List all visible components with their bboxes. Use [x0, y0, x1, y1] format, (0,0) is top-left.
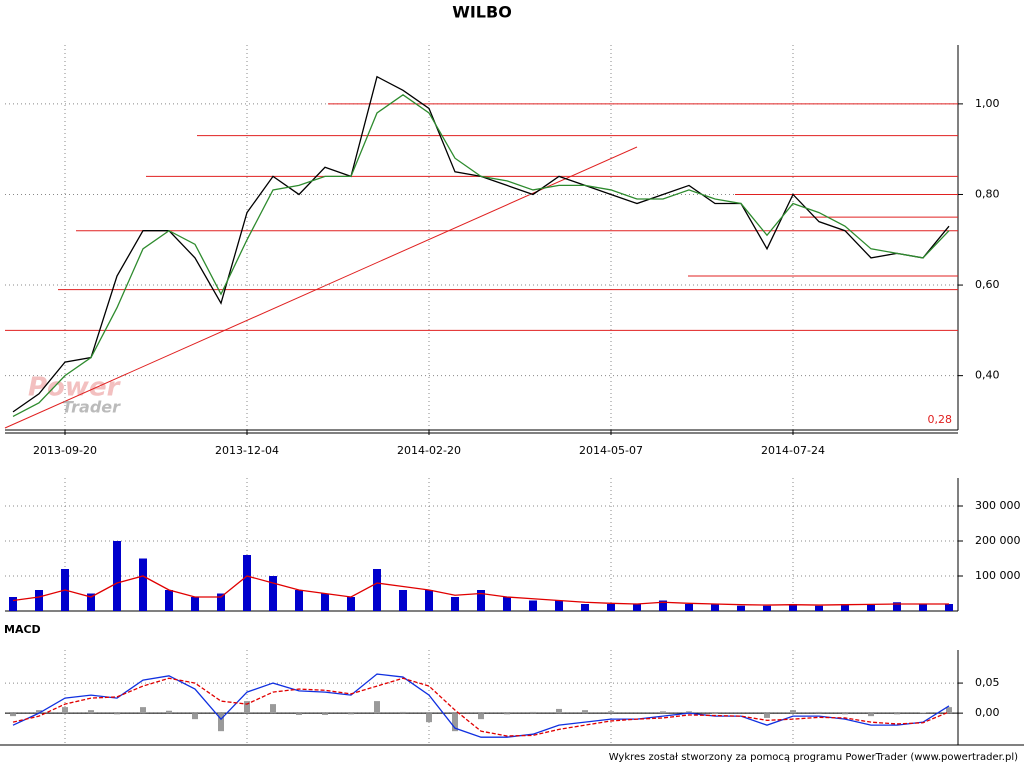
bar [87, 593, 95, 611]
y-tick-label: 0,80 [975, 187, 1000, 200]
bar [945, 604, 953, 611]
series-line [12, 673, 950, 738]
bar [243, 555, 251, 611]
bar [815, 605, 823, 611]
y-tick-label: 0,00 [975, 706, 1000, 719]
bar [452, 713, 458, 732]
bar [712, 713, 718, 714]
bar [763, 605, 771, 611]
bar [608, 711, 614, 714]
bar [191, 597, 199, 611]
panel-title: MACD [4, 623, 41, 636]
x-tick-label: 2014-05-07 [579, 444, 643, 457]
y-tick-label: 200 000 [975, 534, 1021, 547]
bar [347, 597, 355, 611]
bar [270, 704, 276, 714]
bar [165, 590, 173, 611]
bar [88, 710, 94, 714]
bar [322, 713, 328, 715]
bar [451, 597, 459, 611]
bar [426, 713, 432, 723]
bar [919, 604, 927, 611]
bar [868, 713, 874, 717]
chart-title: WILBO [452, 3, 512, 22]
bar [685, 604, 693, 611]
bar [477, 590, 485, 611]
bar [373, 569, 381, 611]
bar [920, 712, 926, 714]
bar [607, 604, 615, 611]
bar [867, 604, 875, 611]
x-tick-label: 2014-02-20 [397, 444, 461, 457]
bar [400, 711, 406, 714]
bar [269, 576, 277, 611]
footer: Wykres został stworzony za pomocą progra… [609, 752, 1018, 763]
bar [816, 711, 822, 714]
y-tick-label: 0,60 [975, 278, 1000, 291]
y-tick-label: 1,00 [975, 97, 1000, 110]
x-tick-label: 2014-07-24 [761, 444, 825, 457]
bar [139, 558, 147, 611]
bar [218, 713, 224, 732]
x-tick-label: 2013-09-20 [33, 444, 97, 457]
bar [166, 710, 172, 714]
series-line [12, 677, 950, 737]
bar [244, 701, 250, 714]
bar [789, 604, 797, 611]
bar [893, 602, 901, 611]
bar [399, 590, 407, 611]
bar [556, 708, 562, 714]
bar [842, 713, 848, 715]
bar [321, 593, 329, 611]
bar [9, 597, 17, 611]
bar [686, 711, 692, 714]
bar [374, 701, 380, 714]
bar [295, 590, 303, 611]
bar [555, 600, 563, 611]
bar [192, 713, 198, 720]
bar [296, 713, 302, 715]
bar [737, 605, 745, 611]
bar [10, 713, 16, 717]
bar [660, 711, 666, 714]
bar [659, 600, 667, 611]
series-line [12, 575, 949, 606]
bar [582, 710, 588, 714]
bar [790, 710, 796, 714]
bar [114, 713, 120, 715]
bar [633, 604, 641, 611]
y-tick-label: 0,05 [975, 676, 1000, 689]
x-tick-label: 2013-12-04 [215, 444, 279, 457]
low-marker-label: 0,28 [928, 413, 953, 426]
bar [529, 600, 537, 611]
bar [36, 710, 42, 714]
bar [504, 713, 510, 715]
y-tick-label: 100 000 [975, 569, 1021, 582]
bar [503, 597, 511, 611]
bar [62, 707, 68, 714]
bar [217, 593, 225, 611]
bar [764, 713, 770, 718]
bar [348, 713, 354, 715]
bar [425, 590, 433, 611]
bar [113, 541, 121, 611]
bar [530, 711, 536, 714]
y-tick-label: 300 000 [975, 499, 1021, 512]
bar [711, 604, 719, 611]
bar [35, 590, 43, 611]
watermark: Trader [62, 398, 121, 417]
bar [478, 713, 484, 720]
bar [894, 713, 900, 715]
series-line [12, 94, 950, 417]
bar [140, 707, 146, 714]
bar [581, 604, 589, 611]
bar [841, 604, 849, 611]
bar [946, 707, 952, 714]
y-tick-label: 0,40 [975, 369, 1000, 382]
